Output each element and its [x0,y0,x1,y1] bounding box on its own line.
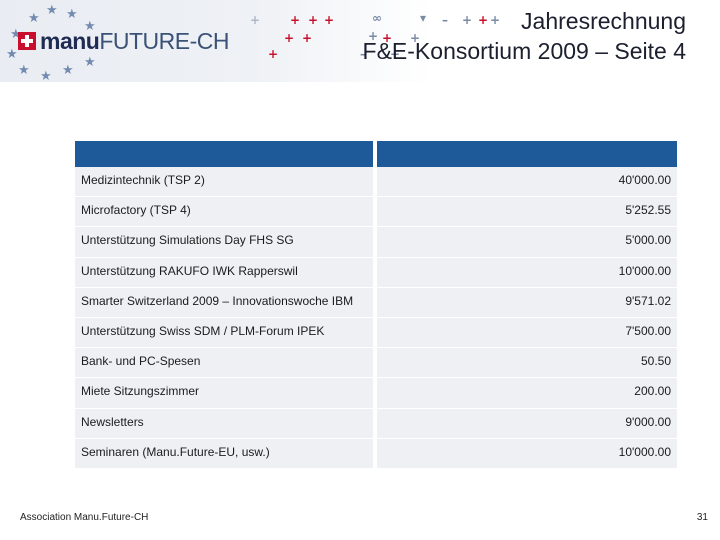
manufuture-logo: manuFUTURE-CH [18,27,229,54]
svg-text:+: + [368,29,378,43]
title-line-1: Jahresrechnung [521,8,686,34]
svg-text:★: ★ [28,11,40,26]
row-label: Smarter Switzerland 2009 – Innovationswo… [75,287,373,317]
svg-text:★: ★ [10,27,22,42]
footer-association: Association Manu.Future-CH [20,512,149,523]
svg-text:+: + [382,31,392,45]
table-header-cell [377,141,677,167]
row-amount: 10'000.00 [377,257,677,287]
row-amount: 200.00 [377,378,677,408]
table-row: Unterstützung Swiss SDM / PLM-Forum IPEK… [75,317,677,349]
table-row: Smarter Switzerland 2009 – Innovationswo… [75,287,677,318]
eu-stars-decoration: ★ ★ ★ ★ ★ ★ ★ ★ ★ ★ [6,3,96,82]
svg-text:★: ★ [84,19,96,34]
svg-text:+: + [250,13,260,27]
row-amount: 9'000.00 [377,408,677,438]
svg-text:+: + [284,31,294,45]
table-row: Seminaren (Manu.Future-EU, usw.) 10'000.… [75,438,677,469]
svg-text:∞: ∞ [372,11,382,25]
svg-text:▾: ▾ [420,11,426,25]
svg-text:★: ★ [84,55,96,70]
svg-text:–: – [442,13,448,27]
slide-header: ★ ★ ★ ★ ★ ★ ★ ★ ★ ★ manuFUTURE-CH + + + … [0,0,720,82]
expense-table: Medizintechnik (TSP 2) 40'000.00 Microfa… [75,141,677,469]
row-amount: 5'000.00 [377,227,677,257]
swiss-cross-icon [18,32,36,50]
row-label: Bank- und PC-Spesen [75,348,373,378]
table-row: Miete Sitzungszimmer 200.00 [75,378,677,409]
row-label: Unterstützung RAKUFO IWK Rapperswil [75,257,373,287]
slide-title: Jahresrechnung F&E-Konsortium 2009 – Sei… [363,6,686,66]
svg-text:+: + [478,13,488,27]
svg-text:+: + [268,47,278,61]
svg-text:+: + [308,13,318,27]
row-amount: 5'252.55 [377,197,677,227]
svg-text:★: ★ [40,69,52,82]
svg-text:★: ★ [46,3,58,18]
logo-wordmark: manuFUTURE-CH [40,27,229,54]
row-amount: 50.50 [377,348,677,378]
page-number: 31 [696,512,708,523]
svg-text:+: + [324,13,334,27]
row-label: Unterstützung Swiss SDM / PLM-Forum IPEK [75,317,373,348]
svg-text:+: + [302,31,312,45]
logo-text-future: FUTURE-CH [99,27,229,54]
svg-text:+: + [390,47,400,61]
row-amount: 7'500.00 [377,317,677,348]
table-row: Medizintechnik (TSP 2) 40'000.00 [75,167,677,198]
plus-pattern-decoration: + + + + ∞ ▾ – + + + + + + + + + – + [250,11,500,61]
row-label: Seminaren (Manu.Future-EU, usw.) [75,438,373,468]
row-label: Unterstützung Simulations Day FHS SG [75,227,373,257]
svg-text:+: + [290,13,300,27]
title-line-2: F&E-Konsortium 2009 – Seite 4 [362,38,686,64]
svg-text:★: ★ [62,63,74,78]
svg-text:+: + [462,13,472,27]
row-label: Medizintechnik (TSP 2) [75,167,373,197]
row-label: Microfactory (TSP 4) [75,197,373,227]
row-label: Newsletters [75,408,373,438]
table-row: Microfactory (TSP 4) 5'252.55 [75,197,677,228]
svg-text:★: ★ [18,63,30,78]
row-amount: 10'000.00 [377,438,677,468]
table-header [75,141,677,167]
logo-text-manu: manu [40,27,100,54]
svg-text:+: + [410,31,420,45]
row-amount: 9'571.02 [377,287,677,317]
table-header-cell [75,141,373,167]
svg-text:+: + [490,13,500,27]
table-row: Unterstützung Simulations Day FHS SG 5'0… [75,227,677,258]
row-amount: 40'000.00 [377,167,677,197]
svg-text:★: ★ [6,47,18,62]
table-row: Newsletters 9'000.00 [75,408,677,439]
svg-text:–: – [360,47,366,61]
table-row: Unterstützung RAKUFO IWK Rapperswil 10'0… [75,257,677,288]
svg-text:★: ★ [66,7,78,22]
row-label: Miete Sitzungszimmer [75,378,373,408]
table-row: Bank- und PC-Spesen 50.50 [75,348,677,379]
